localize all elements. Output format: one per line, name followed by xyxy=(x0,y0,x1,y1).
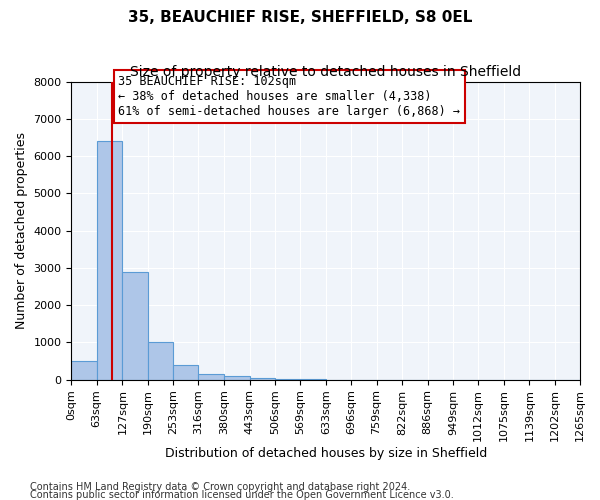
Bar xyxy=(122,272,148,380)
Text: Contains public sector information licensed under the Open Government Licence v3: Contains public sector information licen… xyxy=(30,490,454,500)
Bar xyxy=(224,376,250,380)
Bar xyxy=(250,378,275,380)
Bar xyxy=(275,378,300,380)
Text: 35 BEAUCHIEF RISE: 102sqm
← 38% of detached houses are smaller (4,338)
61% of se: 35 BEAUCHIEF RISE: 102sqm ← 38% of detac… xyxy=(118,75,460,118)
Text: 35, BEAUCHIEF RISE, SHEFFIELD, S8 0EL: 35, BEAUCHIEF RISE, SHEFFIELD, S8 0EL xyxy=(128,10,472,25)
Bar xyxy=(97,141,122,380)
Bar xyxy=(71,361,97,380)
Title: Size of property relative to detached houses in Sheffield: Size of property relative to detached ho… xyxy=(130,65,521,79)
Bar xyxy=(199,374,224,380)
Bar xyxy=(148,342,173,380)
X-axis label: Distribution of detached houses by size in Sheffield: Distribution of detached houses by size … xyxy=(164,447,487,460)
Bar xyxy=(173,365,199,380)
Y-axis label: Number of detached properties: Number of detached properties xyxy=(15,132,28,329)
Text: Contains HM Land Registry data © Crown copyright and database right 2024.: Contains HM Land Registry data © Crown c… xyxy=(30,482,410,492)
